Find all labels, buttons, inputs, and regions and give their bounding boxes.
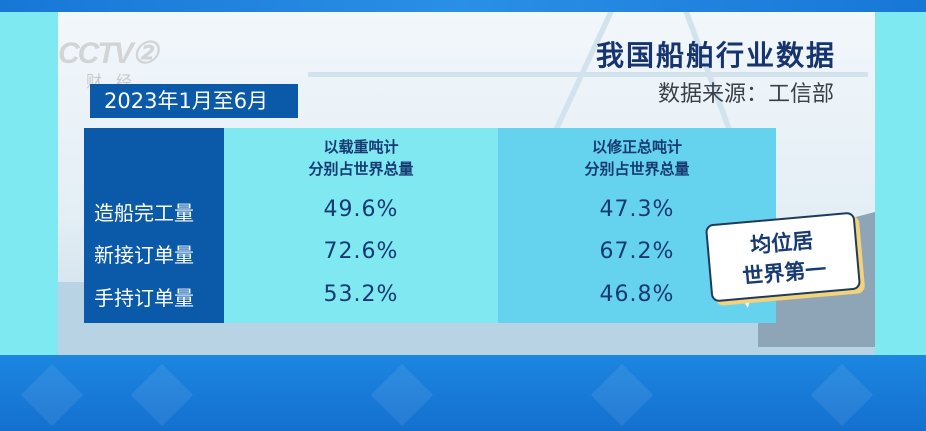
row-label: 手持订单量: [94, 286, 194, 310]
column-deadweight: 以载重吨计 分别占世界总量 49.6% 72.6% 53.2%: [224, 128, 498, 323]
source-note: 数据来源：工信部: [657, 82, 834, 107]
header-line: 以修正总吨计: [591, 138, 682, 156]
speech-bubble: 均位居 世界第一: [704, 211, 862, 303]
row-label-column: [84, 128, 224, 323]
row-label: 新接订单量: [94, 243, 194, 267]
table-cell: 53.2%: [323, 282, 399, 307]
bottom-band: [0, 355, 926, 431]
date-range: 2023年1月至6月: [90, 84, 298, 118]
table-cell: 46.8%: [599, 282, 675, 307]
table-cell: 47.3%: [599, 197, 675, 222]
crane-decoration: [308, 72, 868, 77]
header-line: 分别占世界总量: [584, 160, 690, 178]
column-header: 以修正总吨计 分别占世界总量: [498, 136, 776, 180]
table-cell: 72.6%: [323, 239, 399, 264]
header-line: 以载重吨计: [323, 138, 399, 156]
header-line: 分别占世界总量: [308, 160, 414, 178]
column-header: 以载重吨计 分别占世界总量: [224, 136, 498, 180]
page-title: 我国船舶行业数据: [595, 39, 836, 72]
row-label: 造船完工量: [94, 201, 194, 225]
cctv-logo: CCTV②: [58, 37, 159, 70]
table-cell: 67.2%: [599, 239, 675, 264]
top-band: [0, 0, 926, 12]
table-cell: 49.6%: [323, 197, 399, 222]
